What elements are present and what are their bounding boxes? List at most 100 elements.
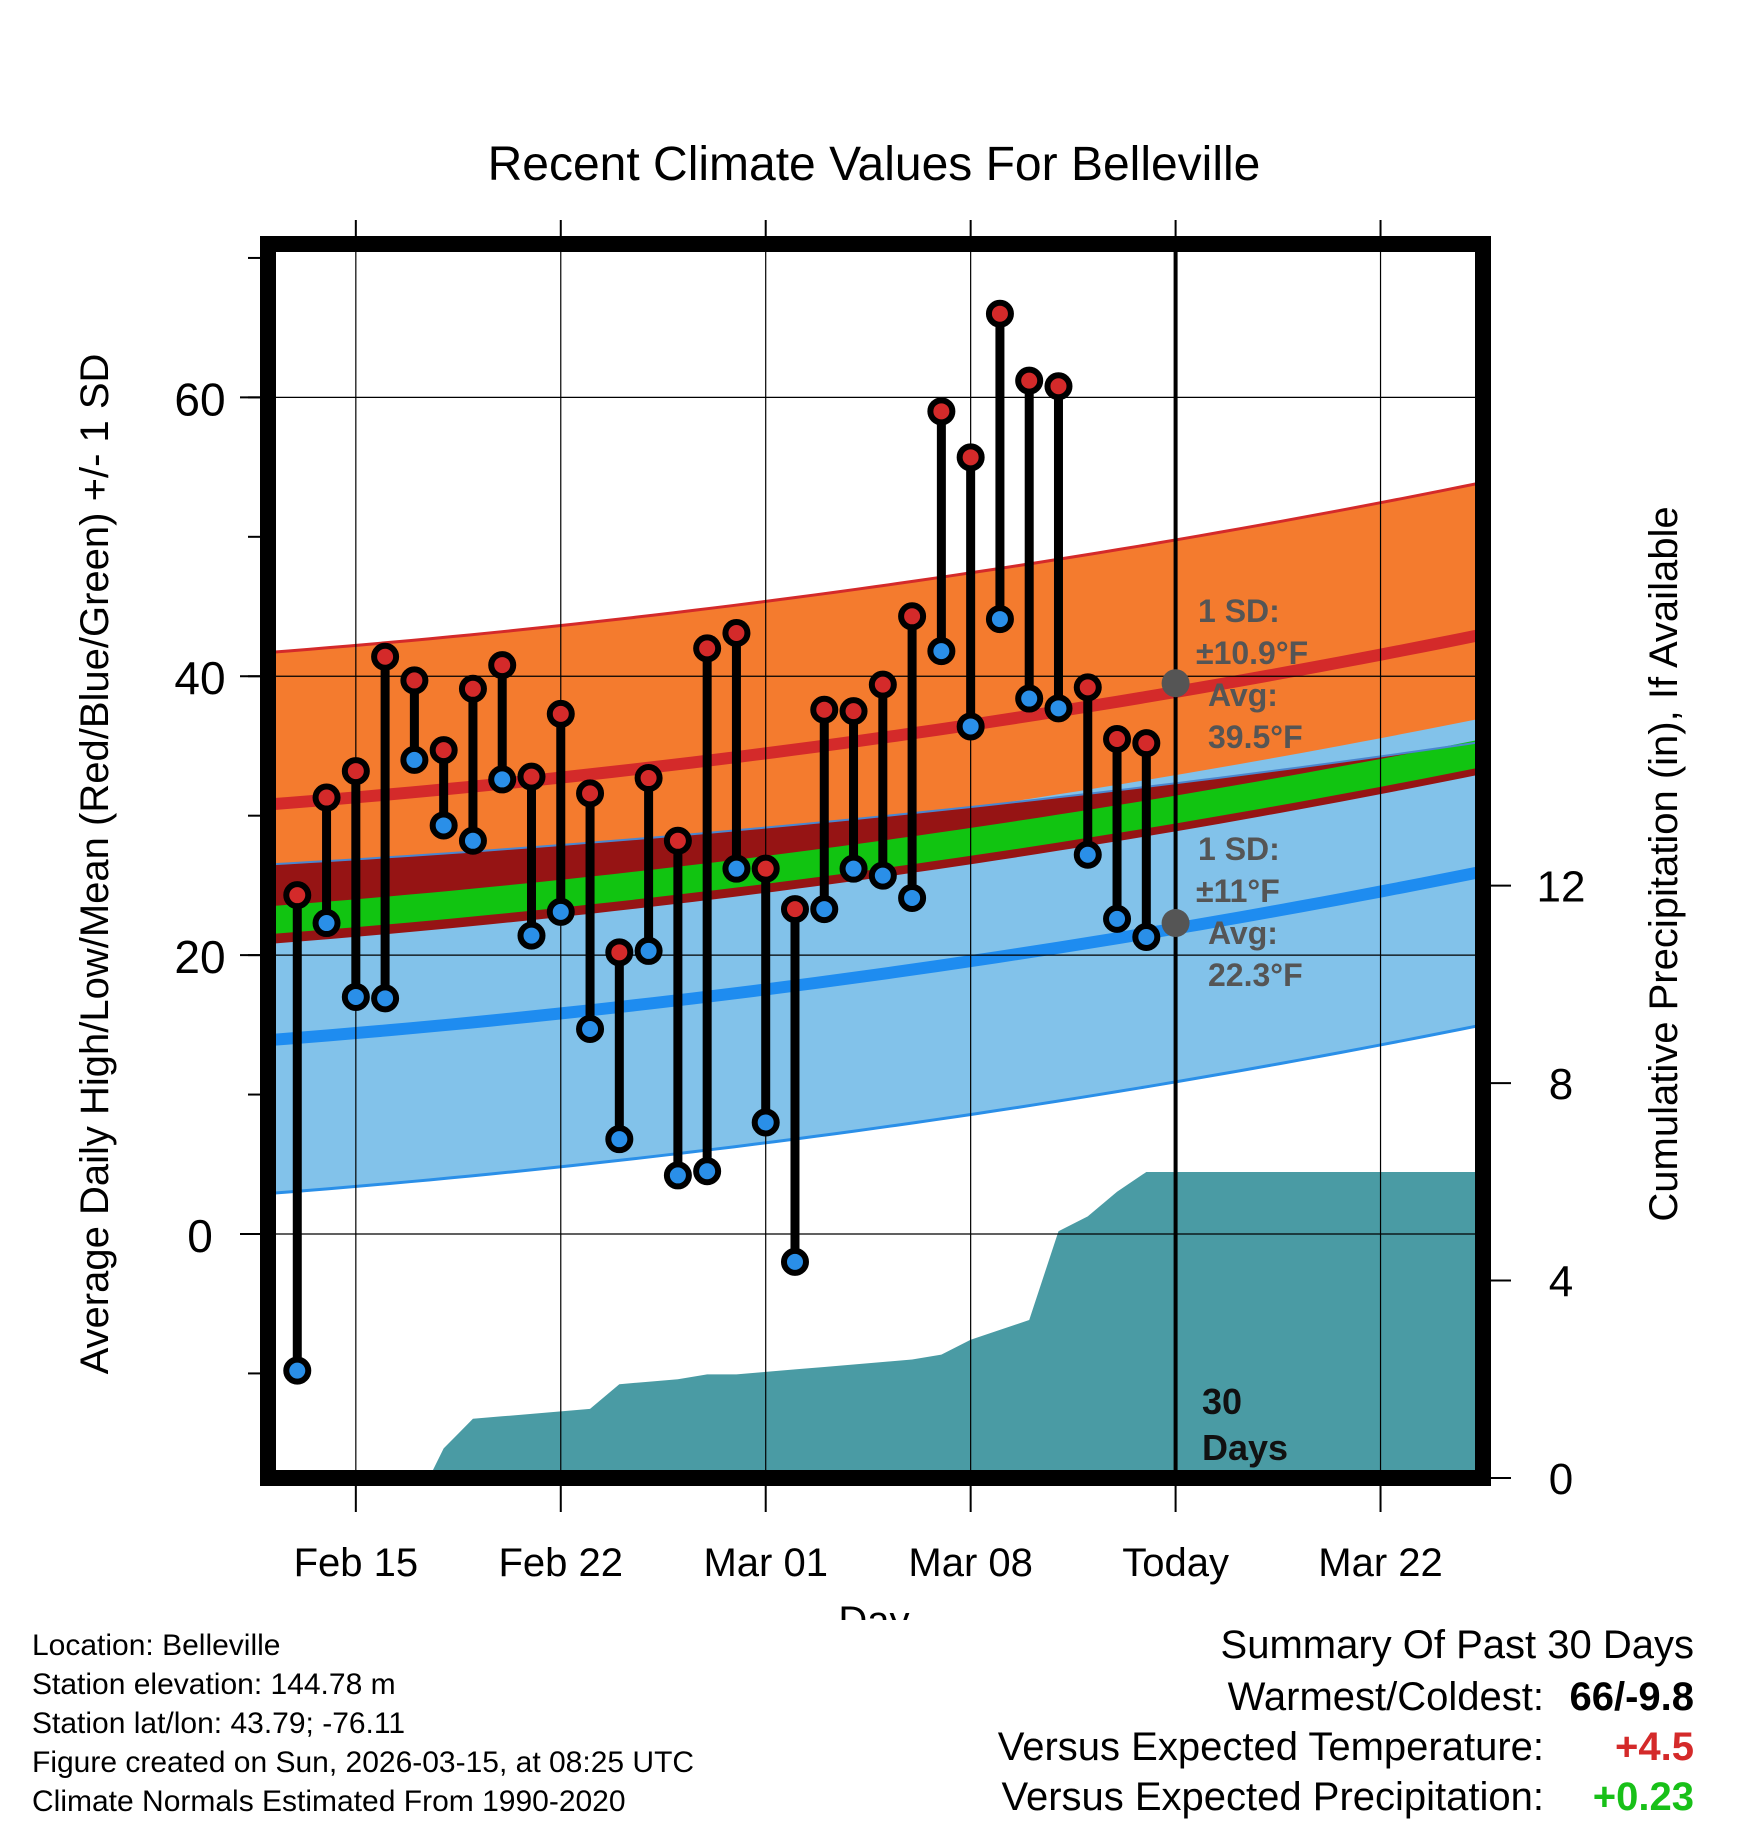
- low-point: [810, 895, 839, 924]
- high-upper-sd-line: [267, 480, 1484, 655]
- y-axis-label: Average Daily High/Low/Mean (Red/Blue/Gr…: [73, 354, 117, 1375]
- high-point: [839, 697, 868, 726]
- low-point: [985, 605, 1014, 634]
- today-high-avg-value: 39.5°F: [1208, 719, 1303, 755]
- y-tick-label: 20: [174, 931, 225, 983]
- precip-label: Versus Expected Precipitation:: [1001, 1775, 1544, 1819]
- low-point: [605, 1125, 634, 1154]
- y2-tick-label: 0: [1549, 1455, 1573, 1504]
- daily-range-sticks: [292, 313, 1151, 1371]
- low-point: [400, 745, 429, 774]
- low-point: [312, 909, 341, 938]
- high-point: [1015, 366, 1044, 395]
- warmest-value: 66/-9.8: [1569, 1675, 1694, 1719]
- normal-bands: [267, 480, 1485, 1196]
- low-point: [488, 765, 517, 794]
- precip-value: +0.23: [1592, 1775, 1694, 1819]
- station-metadata: Location: Belleville Station elevation: …: [32, 1626, 694, 1821]
- high-point: [312, 783, 341, 812]
- today-low-sd-label: 1 SD:: [1198, 831, 1280, 867]
- created-text: Figure created on Sun, 2026-03-15, at 08…: [32, 1746, 695, 1779]
- low-point: [956, 712, 985, 741]
- low-point: [283, 1356, 312, 1385]
- y-tick-label: 60: [174, 373, 225, 425]
- high-point: [1132, 729, 1161, 758]
- today-high-sd-value: ±10.9°F: [1196, 635, 1308, 671]
- high-point: [780, 895, 809, 924]
- high-point: [488, 651, 517, 680]
- high-point: [458, 674, 487, 703]
- summary-precip-row: Versus Expected Precipitation: +0.23: [998, 1772, 1694, 1822]
- today-low-sd-value: ±11°F: [1196, 873, 1280, 909]
- low-point: [751, 1108, 780, 1137]
- low-point: [663, 1161, 692, 1190]
- high-point: [634, 764, 663, 793]
- climate-chart: Recent Climate Values For Belleville 1 S…: [73, 138, 1686, 1620]
- plot-border: [260, 236, 1491, 1486]
- low-point: [1073, 840, 1102, 869]
- high-point: [429, 736, 458, 765]
- x-tick-label: Mar 08: [908, 1541, 1033, 1585]
- low-point: [429, 811, 458, 840]
- x-tick-label: Mar 01: [703, 1541, 828, 1585]
- low-point: [1103, 904, 1132, 933]
- low-point: [898, 883, 927, 912]
- normals-text: Climate Normals Estimated From 1990-2020: [32, 1785, 626, 1818]
- today-high-avg-marker: [1161, 669, 1190, 698]
- low-point: [868, 861, 897, 890]
- low-point: [1044, 694, 1073, 723]
- y2-tick-label: 4: [1549, 1258, 1573, 1307]
- high-point: [517, 762, 546, 791]
- location-text: Location: Belleville: [32, 1629, 281, 1662]
- low-point: [1132, 922, 1161, 951]
- low-point: [1015, 684, 1044, 713]
- x-axis-label: Day: [838, 1599, 909, 1620]
- low-sd-band: [268, 718, 1483, 1194]
- high-point: [810, 695, 839, 724]
- low-point: [576, 1015, 605, 1044]
- high-point: [985, 299, 1014, 328]
- x-tick-label: Mar 22: [1318, 1541, 1443, 1585]
- low-point: [693, 1157, 722, 1186]
- low-point: [722, 854, 751, 883]
- summary-title: Summary Of Past 30 Days: [1220, 1623, 1694, 1667]
- high-point: [1044, 372, 1073, 401]
- today-days-label: Days: [1202, 1427, 1288, 1468]
- high-point: [341, 757, 370, 786]
- y2-tick-label: 8: [1549, 1060, 1573, 1109]
- low-normal-line: [267, 865, 1485, 1047]
- low-point: [458, 826, 487, 855]
- chart-title: Recent Climate Values For Belleville: [488, 138, 1261, 191]
- summary-temp-row: Versus Expected Temperature: +4.5: [998, 1722, 1694, 1772]
- high-point: [956, 443, 985, 472]
- today-high-avg-label: Avg:: [1208, 677, 1278, 713]
- summary-panel: Summary Of Past 30 Days Warmest/Coldest:…: [998, 1618, 1694, 1822]
- high-point: [1073, 673, 1102, 702]
- high-point: [400, 666, 429, 695]
- low-point: [634, 936, 663, 965]
- today-low-avg-marker: [1161, 909, 1190, 938]
- y-tick-label: 40: [174, 652, 225, 704]
- high-point: [898, 602, 927, 631]
- x-tick-label: Feb 22: [499, 1541, 624, 1585]
- high-point: [693, 634, 722, 663]
- high-point: [927, 397, 956, 426]
- temp-label: Versus Expected Temperature:: [997, 1725, 1544, 1769]
- low-point: [546, 897, 575, 926]
- y2-tick-label: 12: [1537, 863, 1586, 912]
- y2-axis-label: Cumulative Precipitation (in), If Availa…: [1642, 506, 1686, 1221]
- low-point: [780, 1247, 809, 1276]
- high-point: [605, 938, 634, 967]
- today-annotations: 1 SD: ±10.9°F Avg: 39.5°F 1 SD: ±11°F Avg: 22.3…: [1161, 244, 1308, 1478]
- temp-value: +4.5: [1615, 1725, 1694, 1769]
- today-low-avg-label: Avg:: [1208, 915, 1278, 951]
- low-point: [371, 984, 400, 1013]
- low-point: [517, 921, 546, 950]
- high-point: [663, 826, 692, 855]
- low-point: [839, 854, 868, 883]
- low-point: [341, 982, 370, 1011]
- x-tick-label: Feb 15: [294, 1541, 419, 1585]
- warmest-label: Warmest/Coldest:: [1227, 1675, 1544, 1719]
- low-point: [927, 637, 956, 666]
- high-point: [722, 619, 751, 648]
